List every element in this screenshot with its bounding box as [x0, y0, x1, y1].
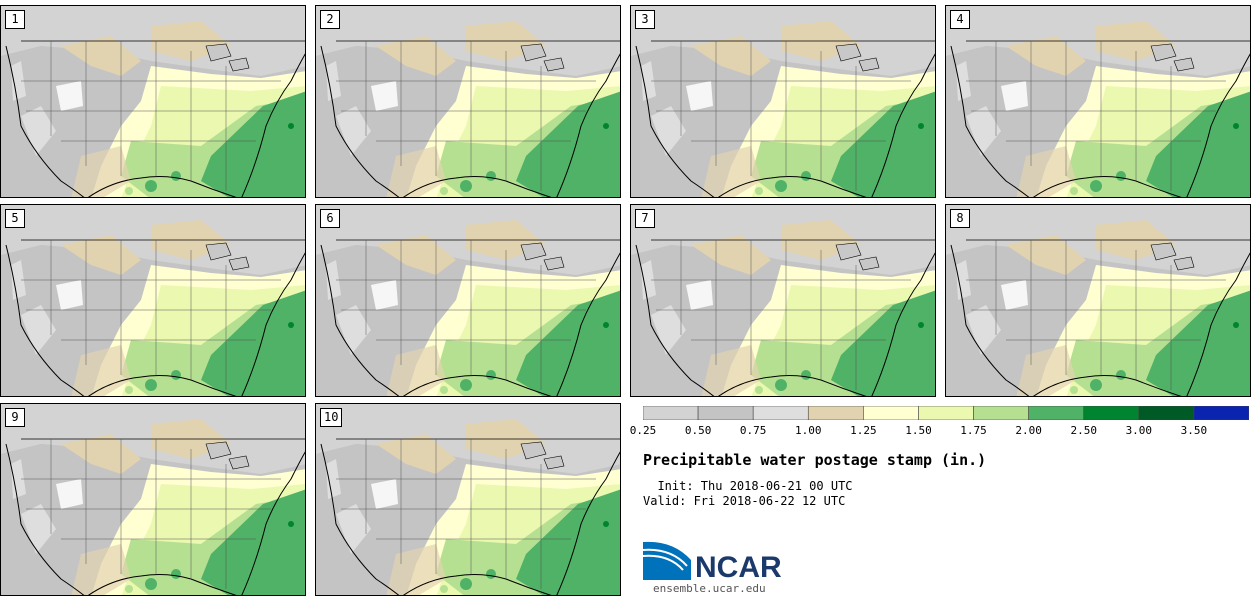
postage-stamp-panel: 10 [315, 403, 621, 596]
panel-number-label: 4 [950, 10, 970, 29]
logo-text: NCAR [695, 551, 782, 582]
logo-swoosh-icon [643, 541, 691, 580]
valid-time: Valid: Fri 2018-06-22 12 UTC [643, 494, 846, 508]
colorbar-tick-label: 1.25 [850, 424, 877, 437]
colorbar-tick-label: 1.75 [960, 424, 987, 437]
colorbar-swatch [1138, 406, 1195, 420]
colorbar-swatch [973, 406, 1029, 420]
ncar-logo: NCAR [643, 541, 782, 582]
colorbar-swatch [807, 406, 864, 420]
init-time: Init: Thu 2018-06-21 00 UTC [643, 479, 853, 493]
panel-number-label: 3 [635, 10, 655, 29]
postage-stamp-panel: 1 [0, 5, 306, 198]
panel-number-label: 8 [950, 209, 970, 228]
chart-title: Precipitable water postage stamp (in.) [643, 451, 987, 469]
panel-number-label: 10 [320, 408, 343, 427]
panel-number-label: 5 [5, 209, 25, 228]
postage-stamp-panel: 5 [0, 204, 306, 397]
colorbar-tick-label: 0.75 [739, 424, 767, 437]
colorbar-tick-label: 0.50 [684, 424, 712, 437]
colorbar-tick-label: 2.50 [1070, 424, 1097, 437]
postage-stamp-panel: 9 [0, 403, 306, 596]
panel-number-label: 9 [5, 408, 25, 427]
colorbar-swatch [863, 406, 919, 420]
colorbar-tick-label: 0.25 [629, 424, 657, 437]
colorbar-swatch [697, 406, 754, 420]
colorbar-swatch [1083, 406, 1140, 420]
colorbar-swatch [918, 406, 974, 420]
postage-stamp-panel: 6 [315, 204, 621, 397]
site-url: ensemble.ucar.edu [653, 582, 766, 595]
panel-number-label: 2 [320, 10, 340, 29]
colorbar-tick-label: 1.50 [905, 424, 932, 437]
colorbar-swatch [1193, 406, 1249, 420]
colorbar-tick-label: 2.00 [1015, 424, 1042, 437]
postage-stamp-panel: 3 [630, 5, 936, 198]
postage-stamp-panel: 2 [315, 5, 621, 198]
panel-number-label: 6 [320, 209, 340, 228]
colorbar-tick-label: 3.50 [1180, 424, 1208, 437]
colorbar-swatch [1028, 406, 1085, 420]
postage-stamp-panel: 7 [630, 204, 936, 397]
colorbar-swatch [643, 406, 699, 420]
colorbar [643, 406, 1249, 420]
panel-number-label: 1 [5, 10, 25, 29]
colorbar-tick-label: 3.00 [1125, 424, 1153, 437]
panel-number-label: 7 [635, 209, 655, 228]
postage-stamp-panel: 8 [945, 204, 1251, 397]
colorbar-tick-label: 1.00 [795, 424, 822, 437]
postage-stamp-panel: 4 [945, 5, 1251, 198]
colorbar-swatch [752, 406, 809, 420]
